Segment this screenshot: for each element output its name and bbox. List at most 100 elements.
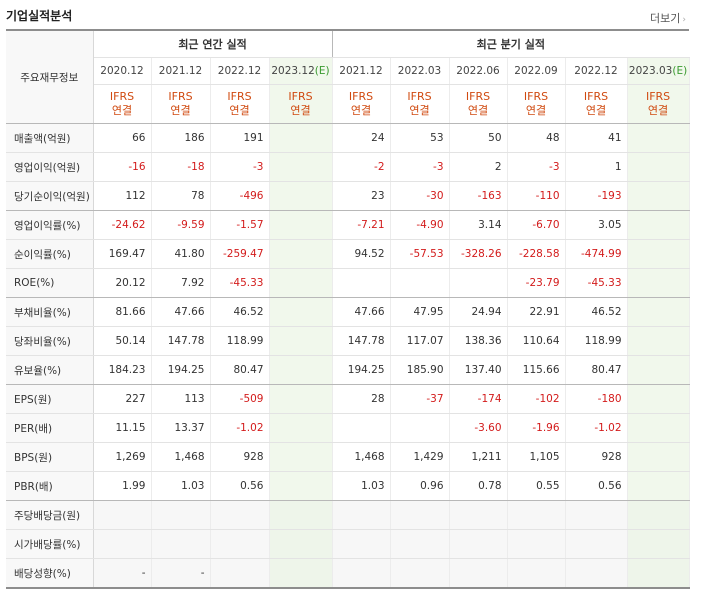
standard-ifrs: IFRS (465, 90, 491, 103)
table-cell: 24 (331, 123, 391, 153)
table-cell: 94.52 (331, 239, 391, 269)
table-cell: 41.80 (151, 239, 211, 269)
table-cell (390, 413, 450, 443)
standard-ifrs: IFRS (523, 90, 549, 103)
row-label: 매출액(억원) (6, 123, 94, 153)
table-cell (390, 558, 450, 589)
standard-consolidated: 연결 (170, 104, 191, 117)
table-row: 유보율(%) 184.23 194.25 80.47 194.25 185.90 137.4… (6, 355, 690, 385)
table-cell (627, 471, 690, 501)
table-cell (269, 529, 333, 559)
table-cell (627, 297, 690, 327)
table-cell: -1.02 (210, 413, 270, 443)
table-cell: 1 (565, 152, 628, 182)
accounting-standard: IFRS 연결 (390, 84, 450, 124)
table-cell: -193 (565, 181, 628, 211)
table-row: 부채비율(%) 81.66 47.66 46.52 47.66 47.95 24.94 22.… (6, 297, 690, 327)
table-cell: 2 (449, 152, 508, 182)
period-label: 2022.12 (217, 65, 262, 77)
table-row: PBR(배) 1.99 1.03 0.56 1.03 0.96 0.78 0.55 0.56 (6, 471, 690, 501)
table-row: BPS(원) 1,269 1,468 928 1,468 1,429 1,211 1,105 9… (6, 442, 690, 472)
table-cell (507, 558, 566, 589)
table-cell: 147.78 (151, 326, 211, 356)
table-cell (210, 558, 270, 589)
table-cell: 1,468 (151, 442, 211, 472)
corner-label: 주요재무정보 (6, 29, 94, 124)
table-cell (269, 181, 333, 211)
table-cell: 7.92 (151, 268, 211, 298)
table-cell: 113 (151, 384, 211, 414)
table-cell: 0.56 (565, 471, 628, 501)
period-label: 2022.03 (397, 65, 442, 77)
table-cell: 186 (151, 123, 211, 153)
table-cell: -1.57 (210, 210, 270, 240)
table-cell: 3.05 (565, 210, 628, 240)
table-cell (627, 442, 690, 472)
table-cell (269, 297, 333, 327)
period-header: 2021.12 (151, 57, 211, 85)
period-header: 2023.03(E) (627, 57, 690, 85)
table-cell: -45.33 (565, 268, 628, 298)
table-cell: -496 (210, 181, 270, 211)
table-cell (269, 210, 333, 240)
row-label: 시가배당률(%) (6, 529, 94, 559)
row-label: 배당성향(%) (6, 558, 94, 589)
table-cell: 169.47 (93, 239, 152, 269)
standard-ifrs: IFRS (227, 90, 252, 103)
annual-group-header: 최근 연간 실적 (93, 29, 333, 58)
table-cell: 194.25 (331, 355, 391, 385)
period-label: 2020.12 (100, 65, 144, 77)
row-label: 당기순이익(억원) (6, 181, 94, 211)
table-cell: -3.60 (449, 413, 508, 443)
table-cell (627, 239, 690, 269)
table-cell: 46.52 (210, 297, 270, 327)
table-cell: -163 (449, 181, 508, 211)
table-cell: 138.36 (449, 326, 508, 356)
table-cell: -474.99 (565, 239, 628, 269)
table-cell: - (151, 558, 211, 589)
accounting-standard: IFRS 연결 (449, 84, 508, 124)
standard-ifrs: IFRS (645, 90, 671, 103)
table-cell (210, 529, 270, 559)
more-label[interactable]: 더보기 (650, 12, 681, 25)
table-row: 당기순이익(억원) 112 78 -496 23 -30 -163 -110 -193 (6, 181, 690, 211)
accounting-standard: IFRS 연결 (331, 84, 391, 124)
table-cell: 1,269 (93, 442, 152, 472)
table-row: 시가배당률(%) (6, 529, 690, 559)
table-cell (269, 500, 333, 530)
table-cell: 41 (565, 123, 628, 153)
table-cell: 928 (565, 442, 628, 472)
more-link[interactable]: 더보기 › (650, 10, 686, 26)
table-cell (627, 181, 690, 211)
table-cell: -259.47 (210, 239, 270, 269)
table-cell: 227 (93, 384, 152, 414)
table-cell: 184.23 (93, 355, 152, 385)
table-row: EPS(원) 227 113 -509 28 -37 -174 -102 -180 (6, 384, 690, 414)
standard-consolidated: 연결 (585, 104, 607, 117)
table-cell (627, 558, 690, 589)
row-label: EPS(원) (6, 384, 94, 414)
table-cell (269, 123, 333, 153)
accounting-standard: IFRS 연결 (151, 84, 211, 124)
period-header: 2022.12 (210, 57, 270, 85)
table-cell: -23.79 (507, 268, 566, 298)
estimate-tag: (E) (672, 65, 688, 77)
table-cell: 110.64 (507, 326, 566, 356)
accounting-standard: IFRS 연결 (210, 84, 270, 124)
table-row: 주당배당금(원) (6, 500, 690, 530)
period-label: 2021.12 (158, 65, 203, 77)
period-header: 2022.06 (449, 57, 508, 85)
table-cell: 147.78 (331, 326, 391, 356)
table-cell: 48 (507, 123, 566, 153)
table-cell (390, 268, 450, 298)
standard-ifrs: IFRS (407, 90, 432, 103)
table-cell: 47.66 (331, 297, 391, 327)
accounting-standard: IFRS 연결 (565, 84, 628, 124)
table-row: 영업이익(억원) -16 -18 -3 -2 -3 2 -3 1 (6, 152, 690, 182)
table-row: 영업이익률(%) -24.62 -9.59 -1.57 -7.21 -4.90 3.14 -6… (6, 210, 690, 240)
standard-consolidated: 연결 (525, 104, 547, 117)
table-cell: -328.26 (449, 239, 508, 269)
table-cell: -2 (331, 152, 391, 182)
table-cell (269, 471, 333, 501)
table-row: ROE(%) 20.12 7.92 -45.33 -23.79 -45.33 (6, 268, 690, 298)
